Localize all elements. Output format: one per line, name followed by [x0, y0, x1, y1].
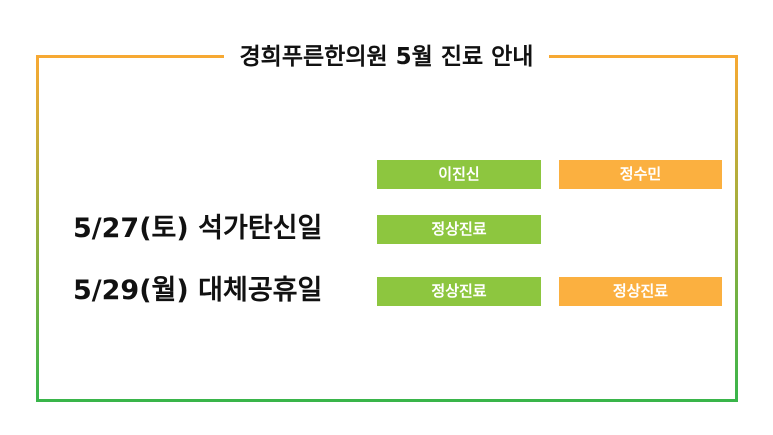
notice-title: 경희푸른한의원 5월 진료 안내 [0, 40, 773, 74]
doctor-header-1: 이진신 [377, 160, 541, 189]
row1-doctor1-status: 정상진료 [377, 215, 541, 244]
row-date-2: 5/29(월) 대체공휴일 [73, 275, 323, 306]
row2-doctor1-status: 정상진료 [377, 277, 541, 306]
title-text: 경희푸른한의원 5월 진료 안내 [223, 44, 550, 70]
doctor-header-2: 정수민 [559, 160, 722, 189]
row2-doctor2-status: 정상진료 [559, 277, 722, 306]
row-date-1: 5/27(토) 석가탄신일 [73, 213, 323, 244]
